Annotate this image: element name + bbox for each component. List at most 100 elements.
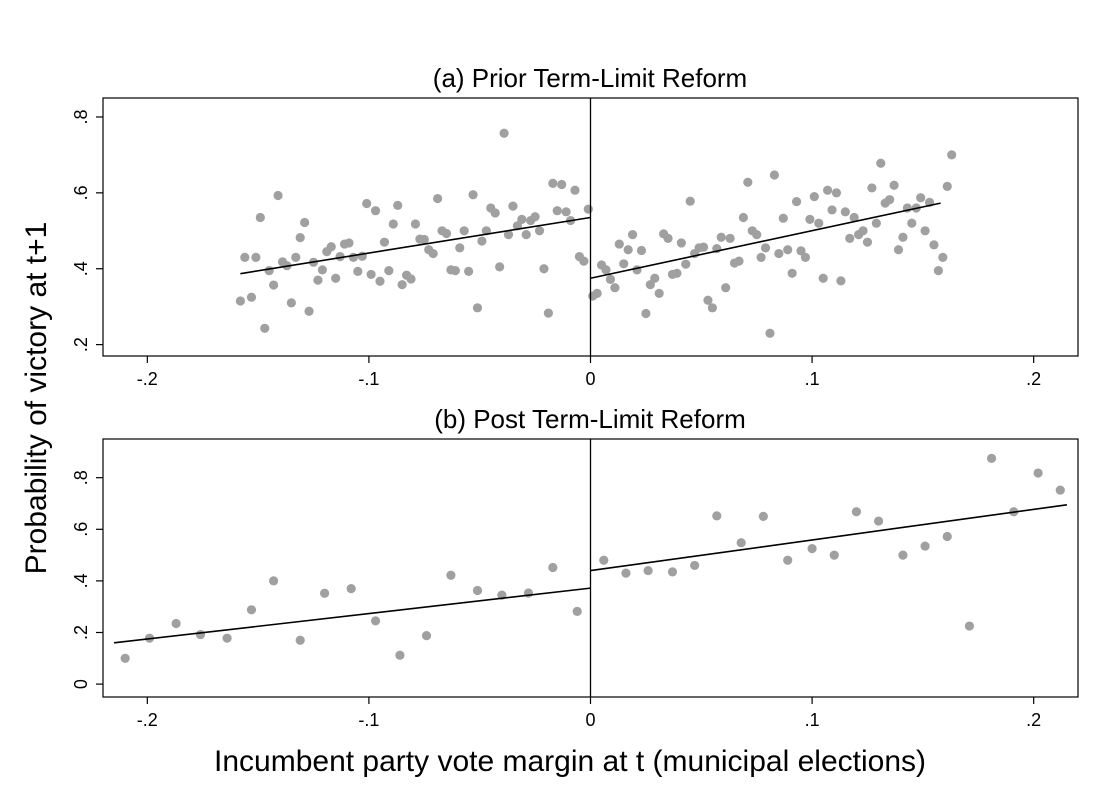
data-point <box>1055 485 1065 495</box>
data-point <box>344 238 354 248</box>
data-point <box>964 621 975 631</box>
data-point <box>818 273 828 283</box>
data-point <box>920 226 930 236</box>
data-point <box>933 266 943 276</box>
data-point <box>814 218 824 228</box>
x-tick-label: 0 <box>585 710 595 730</box>
data-point <box>800 252 811 262</box>
panel-b-y-axis: 0 .2 .4 .6 .8 <box>71 470 103 689</box>
data-point <box>300 217 310 228</box>
data-point <box>845 233 855 243</box>
data-point <box>681 259 691 269</box>
data-point <box>623 245 633 255</box>
data-point <box>120 653 130 663</box>
data-point <box>455 243 465 253</box>
data-point <box>898 550 908 560</box>
data-point <box>636 245 647 256</box>
fit-line-right <box>590 503 1068 572</box>
data-point <box>871 218 881 228</box>
data-point <box>986 453 997 463</box>
data-point <box>862 237 873 247</box>
data-point <box>619 259 629 269</box>
y-tick-label: .6 <box>71 522 91 537</box>
data-point <box>295 635 305 645</box>
data-point <box>829 550 839 560</box>
data-point <box>752 229 762 240</box>
data-point <box>446 570 456 580</box>
fit-line-left <box>113 587 591 644</box>
data-point <box>269 280 279 290</box>
data-point <box>920 541 930 551</box>
y-tick-label: .8 <box>71 470 91 485</box>
data-point <box>269 576 279 586</box>
data-point <box>503 229 514 240</box>
data-point <box>840 207 850 217</box>
y-axis-label: Probability of victory at t+1 <box>20 222 53 575</box>
data-point <box>570 185 580 195</box>
data-point <box>534 226 545 236</box>
data-point <box>246 605 257 615</box>
panel-a-title: (a) Prior Term-Limit Reform <box>433 63 747 93</box>
panel-b-x-axis: -.2 -.1 0 .1 .2 <box>137 697 1041 730</box>
data-point <box>858 226 868 236</box>
data-point <box>621 568 631 578</box>
data-point <box>736 538 746 548</box>
data-point <box>851 507 862 517</box>
data-point <box>885 195 895 205</box>
data-point <box>1033 468 1043 478</box>
data-point <box>716 232 726 242</box>
data-point <box>614 239 624 249</box>
data-point <box>827 205 837 215</box>
data-point <box>295 233 305 243</box>
y-tick-label: .8 <box>71 109 91 124</box>
data-point <box>783 555 793 565</box>
data-point <box>809 192 819 202</box>
data-point <box>264 266 274 276</box>
data-point <box>760 243 771 253</box>
x-tick-label: -.1 <box>358 369 379 389</box>
data-point <box>548 562 558 573</box>
data-point <box>346 584 356 594</box>
y-tick-label: .2 <box>71 337 91 352</box>
data-point <box>645 280 655 290</box>
data-point <box>317 265 327 275</box>
data-point <box>517 214 527 225</box>
panel-a: (a) Prior Term-Limit Reform -.2 -.1 0 .1 .2 … <box>71 63 1079 389</box>
data-point <box>388 219 398 229</box>
data-point <box>459 226 469 236</box>
data-point <box>725 233 735 243</box>
data-point <box>304 306 314 316</box>
data-point <box>690 560 700 571</box>
data-point <box>319 588 330 598</box>
data-point <box>362 198 372 209</box>
x-axis-label: Incumbent party vote margin at t (munici… <box>214 745 926 778</box>
data-point <box>508 201 518 211</box>
data-point <box>543 308 553 318</box>
data-point <box>916 193 926 203</box>
panel-b-title: (b) Post Term-Limit Reform <box>434 404 746 434</box>
x-tick-label: .2 <box>1026 369 1041 389</box>
fit-line-right <box>590 202 941 280</box>
data-point <box>628 229 638 240</box>
data-point <box>703 295 713 305</box>
panel-b-points <box>120 453 1065 663</box>
data-point <box>472 303 483 313</box>
data-point <box>441 228 452 239</box>
panel-a-fit-lines <box>240 202 941 280</box>
data-point <box>632 265 642 275</box>
data-point <box>876 158 886 168</box>
data-point <box>495 262 505 272</box>
data-point <box>898 232 908 242</box>
data-point <box>273 190 283 201</box>
data-point <box>654 288 664 298</box>
data-point <box>406 274 416 284</box>
data-point <box>929 240 939 250</box>
data-point <box>938 252 948 262</box>
x-tick-label: 0 <box>585 369 595 389</box>
data-point <box>769 170 780 180</box>
fit-line-left <box>240 216 591 275</box>
data-point <box>579 256 589 266</box>
data-point <box>758 511 768 521</box>
data-point <box>667 567 678 577</box>
